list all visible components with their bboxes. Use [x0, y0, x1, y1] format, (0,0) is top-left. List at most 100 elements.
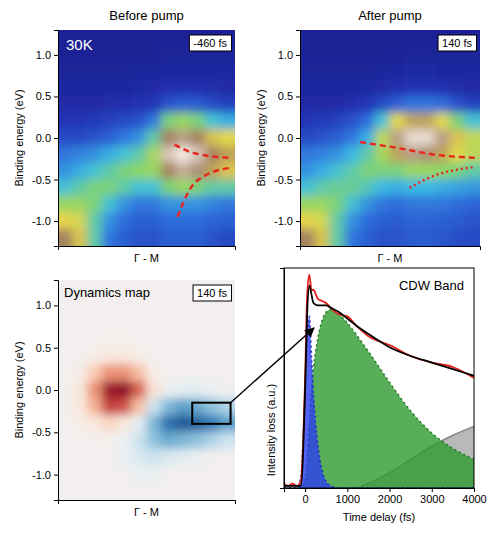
heat-cell: [190, 212, 206, 230]
heat-cell: [405, 146, 421, 164]
heat-cell: [465, 162, 481, 180]
heat-cell: [176, 96, 192, 114]
x-tick-mark: [347, 488, 348, 492]
heat-cell: [315, 162, 331, 180]
heat-cell: [375, 162, 391, 180]
y-tick: -0.5: [274, 174, 300, 186]
heat-cell: [220, 313, 235, 331]
heat-cell: [176, 63, 192, 81]
heat-cell: [300, 212, 316, 230]
component-area: [284, 316, 474, 488]
heat-cell: [117, 212, 133, 230]
heat-cell: [405, 196, 421, 214]
heat-cell: [205, 483, 221, 500]
heat-cell: [117, 483, 133, 500]
y-tick-label: -0.5: [32, 174, 51, 186]
heat-cell: [405, 96, 421, 114]
heat-cell: [205, 364, 221, 382]
heat-cell: [330, 46, 346, 64]
x-tick-mark: [390, 488, 391, 492]
heat-cell: [161, 196, 177, 214]
y-tick-label: -0.5: [274, 174, 293, 186]
y-tick-mark: [54, 390, 58, 391]
heat-cell: [87, 63, 103, 81]
heat-cell: [330, 146, 346, 164]
heat-cell: [58, 449, 73, 467]
heat-cell: [146, 179, 162, 197]
heat-cell: [102, 162, 118, 180]
heat-cell: [220, 432, 235, 450]
heat-cell: [58, 415, 73, 433]
plot-area: [300, 30, 480, 246]
heat-cell: [131, 146, 147, 164]
heat-cell: [58, 113, 73, 131]
y-tick: 1.0: [278, 49, 300, 61]
heat-cell: [405, 229, 421, 246]
heat-cell: [72, 364, 88, 382]
heat-cell: [131, 79, 147, 97]
x-tick: 4000: [462, 488, 486, 505]
heat-cell: [72, 381, 88, 399]
y-tick-label: 1.0: [36, 49, 51, 61]
heat-cell: [161, 296, 177, 314]
heat-cell: [360, 146, 376, 164]
x-axis-title: Time delay (fs): [343, 511, 415, 523]
heat-cell: [161, 466, 177, 484]
heat-cell: [330, 162, 346, 180]
heat-cell: [87, 483, 103, 500]
heat-cell: [205, 449, 221, 467]
heat-cell: [176, 347, 192, 365]
heat-cell: [390, 79, 406, 97]
heat-cell: [72, 129, 88, 147]
heat-cell: [205, 330, 221, 348]
heat-cell: [72, 96, 88, 114]
heat-cell: [131, 96, 147, 114]
heat-cell: [161, 96, 177, 114]
heat-cell: [117, 398, 133, 416]
heat-cell: [87, 212, 103, 230]
heat-cell: [420, 179, 436, 197]
heat-cell: [161, 229, 177, 246]
x-axis: [59, 247, 236, 251]
y-tick-label: 1.0: [278, 49, 293, 61]
heat-cell: [300, 146, 316, 164]
heat-cell: [315, 63, 331, 81]
heat-cell: [190, 313, 206, 331]
heat-cell: [87, 179, 103, 197]
heat-cell: [161, 63, 177, 81]
heat-cell: [161, 212, 177, 230]
delay-badge: -460 fs: [189, 35, 231, 51]
heat-cell: [220, 129, 235, 147]
heat-cell: [315, 79, 331, 97]
heat-cell: [360, 63, 376, 81]
heat-cell: [131, 330, 147, 348]
panel: 1.00.50.0-0.5-1.0Γ - MBinding energy (eV…: [13, 8, 250, 264]
heat-cell: [205, 96, 221, 114]
heat-cell: [58, 347, 73, 365]
heat-cell: [300, 129, 316, 147]
heat-cell: [190, 129, 206, 147]
heat-cell: [360, 162, 376, 180]
heat-cell: [300, 46, 316, 64]
heat-cell: [176, 398, 192, 416]
heat-cell: [315, 46, 331, 64]
heat-cell: [131, 432, 147, 450]
heat-cell: [102, 30, 118, 47]
x-tick-label: 2000: [378, 493, 402, 505]
heat-cell: [161, 432, 177, 450]
heat-cell: [205, 129, 221, 147]
heat-cell: [146, 483, 162, 500]
heat-cell: [375, 46, 391, 64]
heat-cell: [205, 212, 221, 230]
heat-cell: [176, 466, 192, 484]
delay-badge-box: [193, 285, 231, 301]
heat-cell: [117, 46, 133, 64]
heat-cell: [300, 79, 316, 97]
heatmap-cells: [58, 30, 235, 246]
heat-cell: [117, 196, 133, 214]
x-axis-title: Γ - M: [378, 252, 403, 264]
heat-cell: [161, 46, 177, 64]
heat-cell: [390, 113, 406, 131]
heat-cell: [220, 79, 235, 97]
heat-cell: [102, 381, 118, 399]
